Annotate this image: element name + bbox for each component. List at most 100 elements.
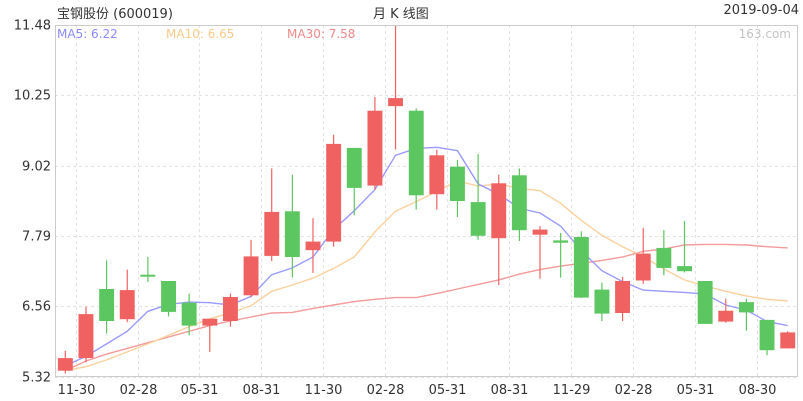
candle-body bbox=[284, 211, 300, 257]
candle-up bbox=[223, 293, 238, 327]
candle-up bbox=[305, 218, 321, 273]
candle-up bbox=[635, 227, 651, 284]
candle-down bbox=[470, 154, 486, 240]
candle-body bbox=[119, 290, 135, 320]
candle-body bbox=[553, 240, 569, 243]
x-axis-labels: 11-30 02-28 05-31 08-31 11-30 02-28 05-31 08-31… bbox=[58, 383, 777, 398]
candle-body bbox=[388, 98, 403, 107]
candle-up bbox=[119, 269, 135, 323]
candle-down bbox=[759, 319, 775, 356]
legend-ma10: MA10: 6.65 bbox=[166, 27, 235, 41]
y-tick-label: 6.56 bbox=[22, 300, 51, 315]
x-tick-label: 02-28 bbox=[120, 383, 158, 398]
candle-up bbox=[202, 318, 218, 352]
candle-body bbox=[367, 110, 383, 186]
candle-up bbox=[718, 298, 734, 323]
y-tick-label: 11.48 bbox=[14, 19, 51, 34]
x-tick-label: 08-30 bbox=[739, 383, 777, 398]
x-tick-label: 05-31 bbox=[677, 383, 715, 398]
ma5-line bbox=[65, 146, 788, 367]
candle-body bbox=[181, 302, 197, 326]
y-axis-labels: 11.48 10.25 9.02 7.79 6.56 5.32 bbox=[14, 19, 51, 386]
candle-body bbox=[264, 211, 280, 256]
x-tick-label: 11-29 bbox=[553, 383, 591, 398]
legend-ma30: MA30: 7.58 bbox=[287, 27, 356, 41]
grid-lines bbox=[55, 25, 798, 378]
x-tick-label: 11-30 bbox=[58, 383, 96, 398]
candle-up bbox=[367, 97, 383, 190]
candle-body bbox=[594, 289, 610, 314]
candle-body bbox=[99, 289, 115, 321]
candle-body bbox=[718, 310, 734, 322]
candle-body bbox=[326, 143, 342, 242]
ma10-line bbox=[65, 180, 788, 372]
candle-body bbox=[573, 237, 589, 298]
candle-body bbox=[780, 332, 796, 349]
x-tick-label: 11-30 bbox=[305, 383, 343, 398]
candle-body bbox=[635, 253, 651, 281]
watermark: 163.com bbox=[738, 27, 791, 41]
candle-body bbox=[491, 183, 507, 239]
x-tick-label: 02-28 bbox=[615, 383, 653, 398]
x-tick-label: 05-31 bbox=[181, 383, 219, 398]
y-tick-label: 5.32 bbox=[22, 371, 51, 386]
candle-down bbox=[284, 174, 300, 278]
plot-frame bbox=[55, 25, 798, 377]
candle-up bbox=[57, 350, 73, 374]
y-tick-label: 7.79 bbox=[22, 230, 51, 245]
candle-down bbox=[553, 233, 569, 278]
candle-body bbox=[78, 314, 94, 359]
candle-up bbox=[532, 226, 548, 279]
candle-up bbox=[491, 174, 507, 285]
candle-body bbox=[677, 266, 692, 272]
candle-down bbox=[739, 298, 754, 331]
candle-down bbox=[656, 230, 672, 276]
candle-down bbox=[140, 257, 156, 283]
candle-down bbox=[346, 147, 362, 216]
candle-down bbox=[408, 108, 424, 210]
candle-up bbox=[388, 25, 403, 150]
candle-down bbox=[161, 281, 176, 317]
candle-down bbox=[697, 281, 713, 324]
candle-down bbox=[181, 293, 197, 336]
candle-body bbox=[739, 302, 754, 313]
candle-up bbox=[264, 168, 280, 261]
candle-up bbox=[615, 277, 630, 321]
candle-up bbox=[429, 149, 445, 210]
candle-up bbox=[326, 134, 342, 247]
candle-body bbox=[161, 281, 176, 312]
stock-name: 宝钢股份 (600019) bbox=[57, 7, 173, 22]
candle-body bbox=[615, 281, 630, 313]
legend-ma5: MA5: 6.22 bbox=[57, 27, 118, 41]
candle-down bbox=[573, 231, 589, 299]
candle-up bbox=[78, 306, 94, 363]
candle-body bbox=[243, 256, 259, 296]
candle-up bbox=[243, 239, 259, 297]
plot-border bbox=[55, 25, 798, 377]
x-tick-label: 02-28 bbox=[367, 383, 405, 398]
candle-body bbox=[470, 202, 486, 236]
candle-down bbox=[511, 168, 527, 241]
candle-body bbox=[57, 358, 73, 371]
candle-body bbox=[429, 155, 445, 195]
candle-down bbox=[450, 159, 465, 217]
candle-body bbox=[223, 297, 238, 321]
x-tick-label: 08-31 bbox=[491, 383, 529, 398]
moving-average-lines bbox=[65, 146, 788, 372]
candle-down bbox=[677, 221, 692, 273]
candle-body bbox=[408, 110, 424, 196]
candle-body bbox=[532, 229, 548, 235]
chart-date: 2019-09-04 bbox=[723, 3, 799, 18]
candle-body bbox=[511, 175, 527, 231]
candle-body bbox=[140, 274, 156, 277]
x-tick-label: 08-31 bbox=[243, 383, 281, 398]
candle-up bbox=[780, 331, 796, 349]
candle-body bbox=[202, 318, 218, 326]
candle-body bbox=[346, 147, 362, 188]
candle-down bbox=[99, 260, 115, 334]
x-tick-label: 05-31 bbox=[429, 383, 467, 398]
candle-body bbox=[697, 281, 713, 324]
candle-down bbox=[594, 282, 610, 321]
chart-title: 月 K 线图 bbox=[373, 7, 429, 22]
